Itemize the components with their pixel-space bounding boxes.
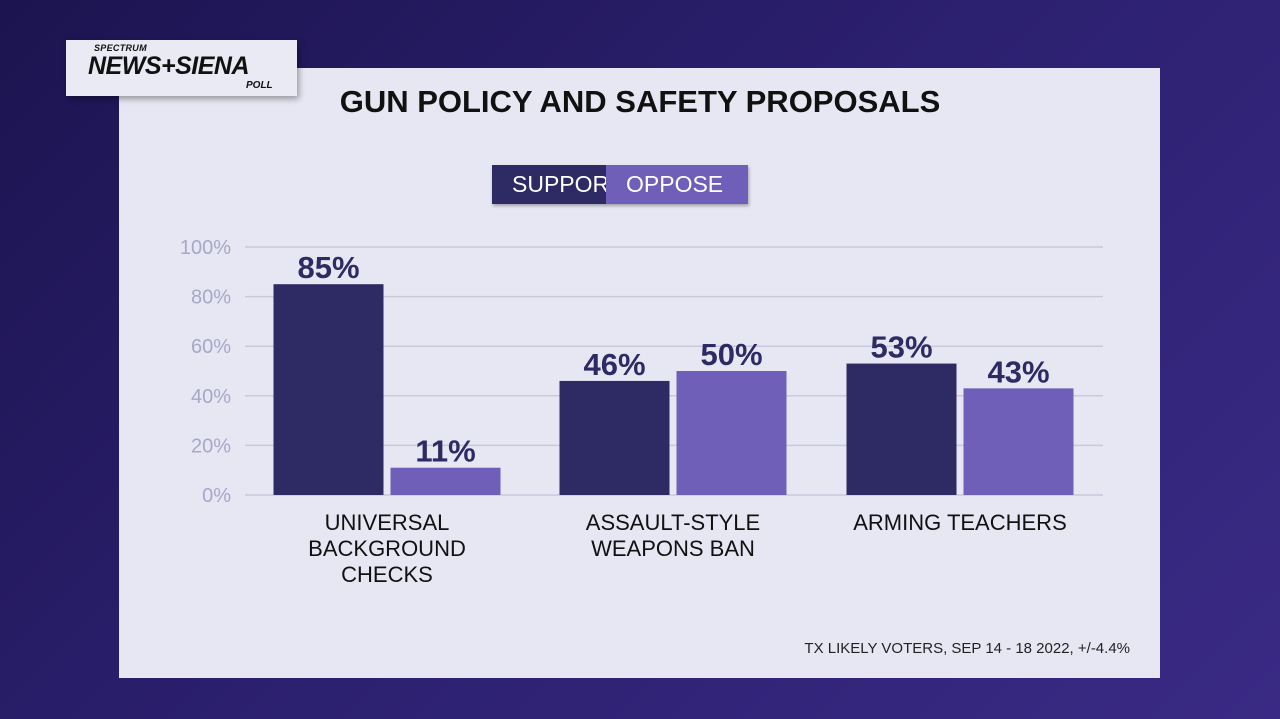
category-label: WEAPONS BAN — [591, 536, 755, 561]
y-tick-label: 80% — [191, 287, 231, 309]
data-label: 11% — [415, 434, 475, 469]
logo-poll: POLL — [246, 80, 273, 91]
category-label: ARMING TEACHERS — [853, 510, 1067, 535]
spectrum-news-siena-poll-logo: SPECTRUM NEWS+SIENA POLL — [66, 40, 297, 96]
data-label: 43% — [987, 354, 1049, 389]
category-label: CHECKS — [341, 562, 433, 587]
footnote: TX LIKELY VOTERS, SEP 14 - 18 2022, +/-4… — [804, 640, 1130, 657]
category-label: ASSAULT-STYLE — [586, 510, 760, 535]
bar-support — [273, 284, 384, 495]
y-tick-label: 100% — [180, 237, 231, 259]
legend-support: SUPPORT — [492, 165, 623, 204]
y-tick-label: 0% — [202, 485, 231, 507]
chart-title: GUN POLICY AND SAFETY PROPOSALS — [339, 84, 941, 119]
logo-news-siena: NEWS+SIENA — [88, 52, 250, 80]
data-label: 46% — [583, 347, 645, 382]
category-label: UNIVERSAL — [325, 510, 450, 535]
data-label: 85% — [297, 250, 359, 285]
data-label: 53% — [870, 330, 932, 365]
bar-oppose — [963, 388, 1074, 495]
y-tick-label: 20% — [191, 435, 231, 457]
legend: SUPPORT OPPOSE — [492, 165, 748, 204]
data-label: 50% — [700, 337, 762, 372]
bar-support — [559, 380, 670, 495]
y-tick-label: 60% — [191, 336, 231, 358]
legend-oppose: OPPOSE — [606, 165, 748, 204]
y-tick-label: 40% — [191, 386, 231, 408]
logo-spectrum: SPECTRUM — [94, 43, 147, 53]
category-label: BACKGROUND — [308, 536, 466, 561]
bar-oppose — [390, 467, 501, 495]
bar-support — [846, 363, 957, 495]
bar-oppose — [676, 371, 787, 495]
